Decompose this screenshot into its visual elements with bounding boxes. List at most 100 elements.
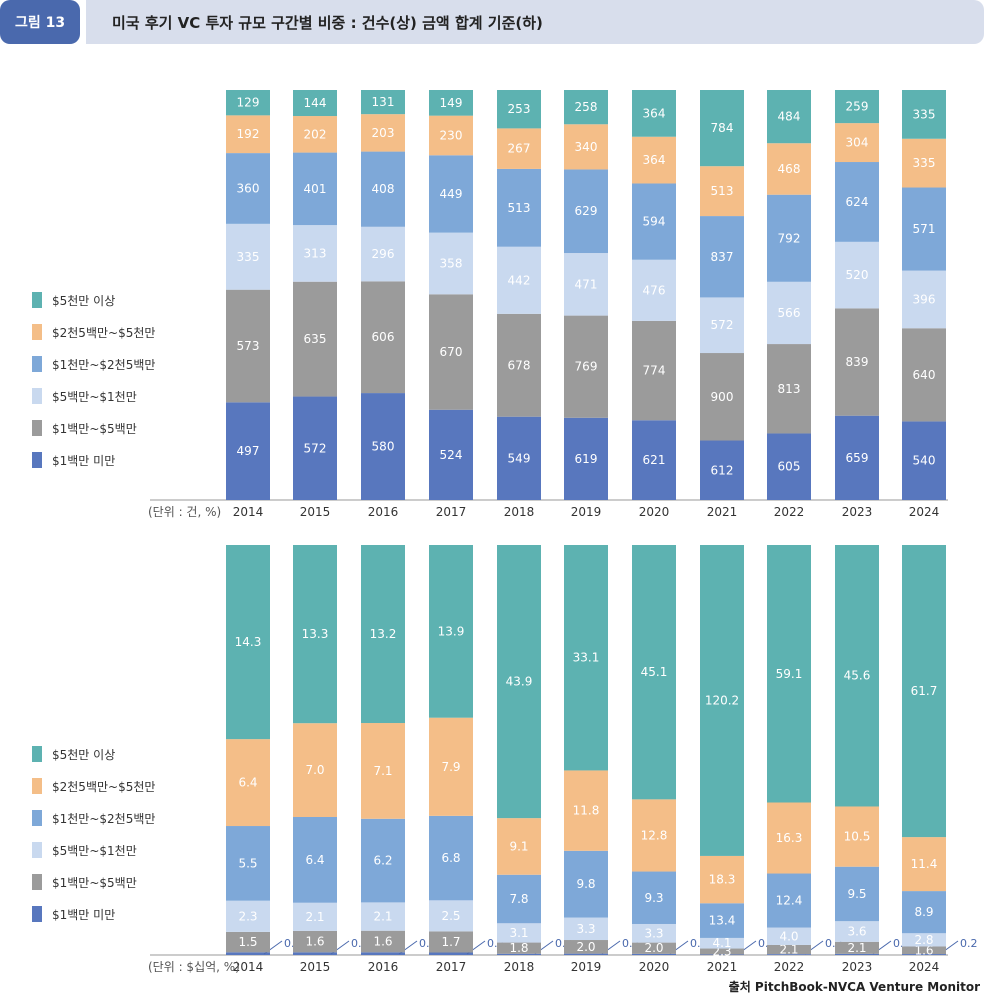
data-label: 619 [575, 452, 598, 466]
data-label: 408 [372, 182, 395, 196]
bar-segment [361, 952, 405, 955]
bar-segment [497, 128, 541, 169]
tick-label: 2020 [639, 505, 670, 519]
bar-segment [564, 169, 608, 254]
legend-label: $1백만~$5백만 [52, 421, 137, 436]
bar-segment [902, 187, 946, 271]
bar-segment [361, 818, 405, 903]
bar-segment [429, 115, 473, 156]
bar-segment [361, 930, 405, 953]
tick-label: 2023 [842, 960, 873, 974]
chart-amounts-bars: 0.21.52.35.56.414.320140.21.62.16.47.013… [148, 545, 978, 974]
data-label: 9.5 [847, 887, 866, 901]
bar-segment [835, 308, 879, 416]
data-label: 259 [846, 100, 869, 114]
legend-item: $2천5백만~$5천만 [32, 322, 155, 342]
bar-segment [700, 440, 744, 500]
bar-segment [293, 952, 337, 955]
data-label: 4.0 [779, 929, 798, 943]
legend-label: $5백만~$1천만 [52, 843, 137, 858]
data-label: 7.1 [373, 764, 392, 778]
bar-segment [361, 281, 405, 394]
bar-segment [835, 941, 879, 954]
data-label: 678 [508, 358, 531, 372]
bar-segment [293, 281, 337, 397]
bar-segment [497, 942, 541, 954]
bar-segment [564, 124, 608, 170]
bar-segment [835, 953, 879, 955]
tick-label: 2020 [639, 960, 670, 974]
legend-swatch [32, 842, 42, 858]
data-label: 3.3 [644, 926, 663, 940]
bar-segment [767, 194, 811, 282]
data-label: 3.1 [509, 926, 528, 940]
bar-segment [497, 313, 541, 417]
legend-swatch [32, 388, 42, 404]
bar-segment [429, 952, 473, 955]
bar-segment [429, 90, 473, 116]
legend-item: $1백만 미만 [32, 904, 155, 924]
bar-segment [293, 116, 337, 153]
data-label: 900 [711, 390, 734, 404]
bar-segment [835, 921, 879, 942]
data-label: 6.2 [373, 854, 392, 868]
data-label: 476 [643, 283, 666, 297]
data-label: 7.0 [305, 763, 324, 777]
legend-label: $2천5백만~$5천만 [52, 779, 156, 794]
legend-label: $1백만 미만 [52, 907, 116, 922]
data-label: 837 [711, 250, 734, 264]
data-label: 364 [643, 153, 666, 167]
data-label: 18.3 [709, 873, 736, 887]
bar-segment [361, 226, 405, 282]
data-label: 635 [304, 332, 327, 346]
data-label: 33.1 [573, 651, 600, 665]
bar-segment [632, 183, 676, 260]
figure-header: 그림 13 미국 후기 VC 투자 규모 구간별 비중 : 건수(상) 금액 합… [0, 0, 984, 44]
data-label: 131 [372, 95, 395, 109]
bar-segment [564, 770, 608, 851]
bar-segment [226, 931, 270, 953]
data-label: 606 [372, 330, 395, 344]
data-label: 2.1 [305, 910, 324, 924]
legend-swatch [32, 292, 42, 308]
data-label: 358 [440, 256, 463, 270]
bar-segment [429, 155, 473, 233]
bar-segment [429, 717, 473, 816]
bar-segment [226, 952, 270, 955]
data-label: 12.4 [776, 894, 803, 908]
legend-swatch [32, 746, 42, 762]
tick-label: 2022 [774, 505, 805, 519]
bar-segment [226, 739, 270, 827]
legend-label: $5백만~$1천만 [52, 389, 137, 404]
data-label: 640 [913, 368, 936, 382]
bar-segment [293, 152, 337, 226]
bar-segment [226, 153, 270, 224]
bar-segment [429, 294, 473, 410]
tick-label: 2014 [233, 505, 264, 519]
bar-segment [564, 953, 608, 955]
bar-segment [767, 90, 811, 144]
data-label: 784 [711, 121, 734, 135]
bar-segment [429, 232, 473, 295]
bar-segment [429, 815, 473, 901]
data-label: 549 [508, 451, 531, 465]
data-label: 612 [711, 463, 734, 477]
bar-segment [902, 933, 946, 947]
bar-segment [564, 545, 608, 771]
bar-segment [293, 90, 337, 117]
data-label: 396 [913, 292, 936, 306]
figure-title: 미국 후기 VC 투자 규모 구간별 비중 : 건수(상) 금액 합계 기준(하… [86, 0, 984, 44]
bar-segment [632, 420, 676, 500]
data-label: 16.3 [776, 831, 803, 845]
data-label: 513 [711, 184, 734, 198]
data-label: 1.6 [373, 935, 392, 949]
data-label: 13.9 [438, 624, 465, 638]
bar-segment [700, 216, 744, 298]
data-label: 497 [237, 444, 260, 458]
bar-segment [902, 90, 946, 139]
data-label: 813 [778, 382, 801, 396]
bar-segment [564, 850, 608, 918]
bar-segment [902, 946, 946, 955]
data-label: 571 [913, 222, 936, 236]
bar-segment [632, 545, 676, 800]
